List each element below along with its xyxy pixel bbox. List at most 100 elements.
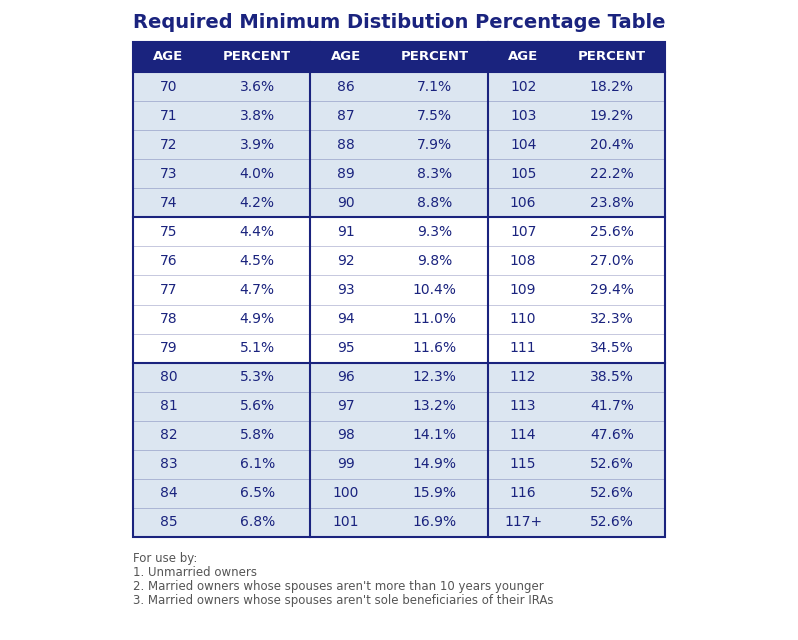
Text: 3.9%: 3.9% xyxy=(239,138,275,152)
Text: 14.1%: 14.1% xyxy=(413,428,456,442)
Text: 90: 90 xyxy=(337,196,354,210)
Text: 23.8%: 23.8% xyxy=(590,196,634,210)
Bar xyxy=(133,42,665,72)
Text: 91: 91 xyxy=(337,225,354,239)
Text: 102: 102 xyxy=(510,79,536,93)
Text: 84: 84 xyxy=(160,486,177,500)
Text: 4.2%: 4.2% xyxy=(239,196,275,210)
Text: 106: 106 xyxy=(510,196,536,210)
Text: 20.4%: 20.4% xyxy=(590,138,634,152)
Bar xyxy=(133,72,665,101)
Text: 89: 89 xyxy=(337,166,354,180)
Text: 8.8%: 8.8% xyxy=(417,196,452,210)
Text: 107: 107 xyxy=(510,225,536,239)
Text: For use by:: For use by: xyxy=(133,552,197,565)
Text: 52.6%: 52.6% xyxy=(590,458,634,471)
Text: 117+: 117+ xyxy=(504,515,542,529)
Text: 101: 101 xyxy=(333,515,359,529)
Bar xyxy=(133,246,665,275)
Text: 5.6%: 5.6% xyxy=(239,399,275,413)
Text: 1. Unmarried owners: 1. Unmarried owners xyxy=(133,566,257,579)
Text: PERCENT: PERCENT xyxy=(401,51,468,63)
Text: 103: 103 xyxy=(510,109,536,123)
Text: 99: 99 xyxy=(337,458,354,471)
Bar xyxy=(133,42,665,537)
Text: 52.6%: 52.6% xyxy=(590,515,634,529)
Text: 70: 70 xyxy=(160,79,177,93)
Text: 113: 113 xyxy=(510,399,536,413)
Text: 19.2%: 19.2% xyxy=(590,109,634,123)
Text: 83: 83 xyxy=(160,458,177,471)
Text: 75: 75 xyxy=(160,225,177,239)
Text: 47.6%: 47.6% xyxy=(590,428,634,442)
Text: 34.5%: 34.5% xyxy=(590,341,634,355)
Bar xyxy=(133,450,665,479)
Text: 6.5%: 6.5% xyxy=(239,486,275,500)
Text: PERCENT: PERCENT xyxy=(578,51,646,63)
Text: 104: 104 xyxy=(510,138,536,152)
Bar xyxy=(133,420,665,450)
Text: 77: 77 xyxy=(160,283,177,297)
Text: 11.0%: 11.0% xyxy=(413,312,456,326)
Text: 3. Married owners whose spouses aren't sole beneficiaries of their IRAs: 3. Married owners whose spouses aren't s… xyxy=(133,594,554,607)
Text: 4.9%: 4.9% xyxy=(239,312,275,326)
Text: 2. Married owners whose spouses aren't more than 10 years younger: 2. Married owners whose spouses aren't m… xyxy=(133,580,543,593)
Text: 116: 116 xyxy=(510,486,536,500)
Bar xyxy=(133,188,665,218)
Bar xyxy=(133,333,665,363)
Text: 72: 72 xyxy=(160,138,177,152)
Text: 12.3%: 12.3% xyxy=(413,370,456,384)
Bar xyxy=(133,275,665,305)
Text: 3.8%: 3.8% xyxy=(239,109,275,123)
Text: 108: 108 xyxy=(510,254,536,268)
Text: 5.8%: 5.8% xyxy=(239,428,275,442)
Text: 38.5%: 38.5% xyxy=(590,370,634,384)
Text: 110: 110 xyxy=(510,312,536,326)
Text: 92: 92 xyxy=(337,254,354,268)
Text: 71: 71 xyxy=(160,109,177,123)
Text: 11.6%: 11.6% xyxy=(413,341,456,355)
Text: 9.8%: 9.8% xyxy=(417,254,452,268)
Text: 5.3%: 5.3% xyxy=(239,370,275,384)
Text: 112: 112 xyxy=(510,370,536,384)
Text: 100: 100 xyxy=(333,486,359,500)
Text: 7.1%: 7.1% xyxy=(417,79,452,93)
Text: AGE: AGE xyxy=(508,51,539,63)
Text: 8.3%: 8.3% xyxy=(417,166,452,180)
Text: Required Minimum Distibution Percentage Table: Required Minimum Distibution Percentage … xyxy=(132,13,666,31)
Text: 4.5%: 4.5% xyxy=(239,254,275,268)
Text: 85: 85 xyxy=(160,515,177,529)
Bar xyxy=(133,159,665,188)
Text: 25.6%: 25.6% xyxy=(590,225,634,239)
Bar xyxy=(133,479,665,508)
Text: 13.2%: 13.2% xyxy=(413,399,456,413)
Text: 18.2%: 18.2% xyxy=(590,79,634,93)
Text: 79: 79 xyxy=(160,341,177,355)
Bar xyxy=(133,363,665,392)
Text: 29.4%: 29.4% xyxy=(590,283,634,297)
Text: 9.3%: 9.3% xyxy=(417,225,452,239)
Text: PERCENT: PERCENT xyxy=(223,51,291,63)
Text: 97: 97 xyxy=(337,399,354,413)
Text: 95: 95 xyxy=(337,341,354,355)
Text: 87: 87 xyxy=(337,109,354,123)
Text: 81: 81 xyxy=(160,399,177,413)
Text: 6.1%: 6.1% xyxy=(239,458,275,471)
Text: 32.3%: 32.3% xyxy=(590,312,634,326)
Text: 93: 93 xyxy=(337,283,354,297)
Text: 16.9%: 16.9% xyxy=(413,515,456,529)
Text: 105: 105 xyxy=(510,166,536,180)
Text: 3.6%: 3.6% xyxy=(239,79,275,93)
Text: 76: 76 xyxy=(160,254,177,268)
Text: AGE: AGE xyxy=(330,51,361,63)
Text: 86: 86 xyxy=(337,79,354,93)
Text: 7.5%: 7.5% xyxy=(417,109,452,123)
Bar xyxy=(133,101,665,130)
Text: 94: 94 xyxy=(337,312,354,326)
Text: AGE: AGE xyxy=(153,51,184,63)
Text: 4.4%: 4.4% xyxy=(239,225,275,239)
Bar xyxy=(133,508,665,537)
Text: 52.6%: 52.6% xyxy=(590,486,634,500)
Text: 80: 80 xyxy=(160,370,177,384)
Text: 98: 98 xyxy=(337,428,354,442)
